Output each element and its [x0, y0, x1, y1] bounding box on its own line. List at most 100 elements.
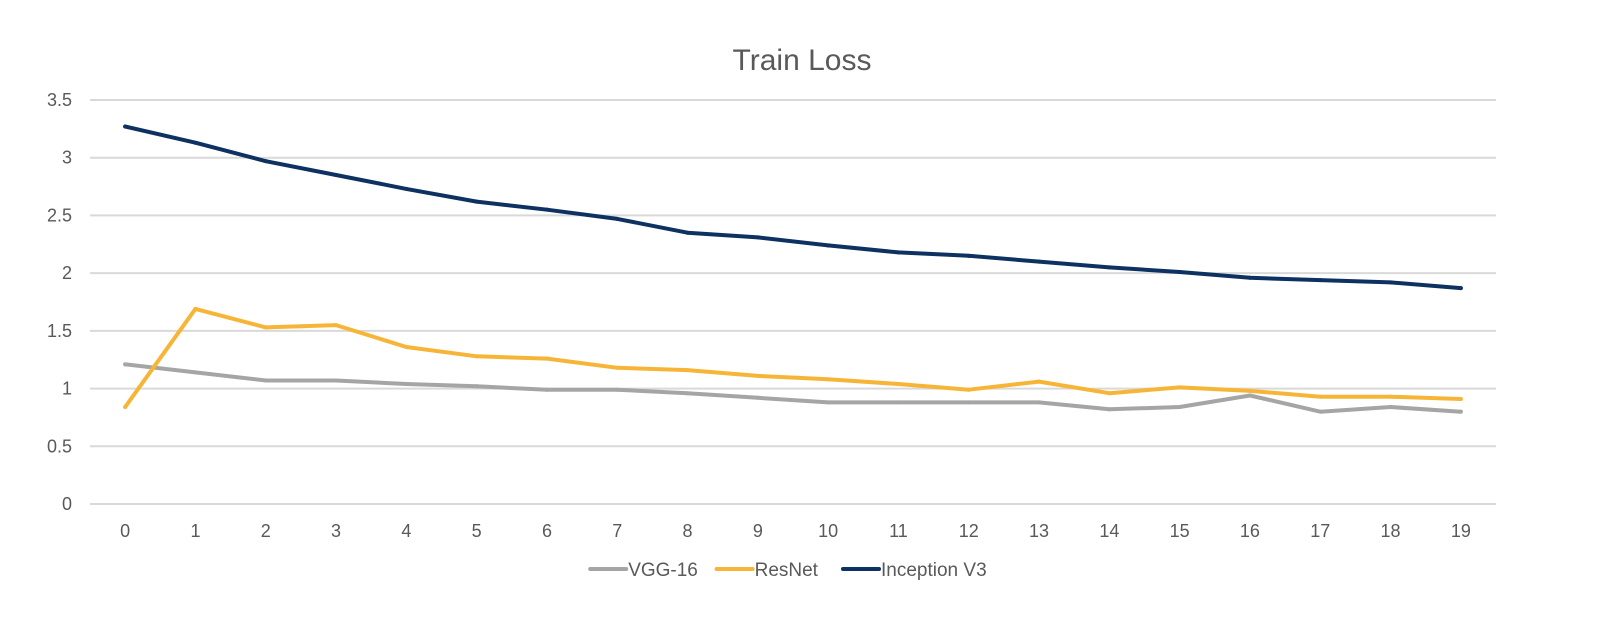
data-point — [193, 140, 198, 145]
data-point — [1247, 393, 1252, 398]
data-point — [1458, 409, 1463, 414]
legend-item: ResNet — [714, 560, 819, 581]
x-tick-label: 19 — [1451, 521, 1471, 541]
data-point — [615, 387, 620, 392]
data-point — [826, 400, 831, 405]
series-inception-v3 — [123, 124, 1463, 291]
chart-title: Train Loss — [733, 44, 872, 77]
data-point — [896, 381, 901, 386]
data-point — [685, 230, 690, 235]
data-point — [1388, 405, 1393, 410]
x-tick-label: 7 — [612, 521, 622, 541]
data-point — [193, 370, 198, 375]
data-point — [755, 395, 760, 400]
y-tick-label: 0 — [62, 494, 72, 514]
series-lines — [123, 124, 1463, 414]
legend-label: VGG-16 — [628, 560, 698, 581]
data-point — [404, 381, 409, 386]
series-line — [123, 362, 1463, 414]
y-tick-label: 3.5 — [47, 90, 72, 110]
x-tick-label: 10 — [818, 521, 838, 541]
data-point — [1388, 394, 1393, 399]
data-point — [1458, 286, 1463, 291]
data-point — [193, 306, 198, 311]
x-tick-label: 8 — [683, 521, 693, 541]
data-point — [474, 354, 479, 359]
data-point — [123, 405, 128, 410]
data-point — [896, 400, 901, 405]
y-axis: 0 0.5 1 1.5 2 2.5 3 3.5 — [47, 90, 72, 514]
y-tick-label: 1 — [62, 379, 72, 399]
data-point — [1177, 385, 1182, 390]
legend: VGG-16 ResNet Inception V3 — [588, 560, 987, 581]
x-tick-label: 17 — [1310, 521, 1330, 541]
data-point — [334, 378, 339, 383]
data-point — [615, 365, 620, 370]
data-point — [1037, 379, 1042, 384]
data-point — [1318, 278, 1323, 283]
data-point — [685, 391, 690, 396]
y-tick-label: 2 — [62, 263, 72, 283]
x-tick-label: 12 — [959, 521, 979, 541]
data-point — [1037, 400, 1042, 405]
data-point — [685, 368, 690, 373]
data-point — [1037, 259, 1042, 264]
data-point — [826, 243, 831, 248]
x-tick-label: 0 — [120, 521, 130, 541]
data-point — [1177, 405, 1182, 410]
data-point — [1388, 280, 1393, 285]
data-point — [1107, 391, 1112, 396]
data-point — [544, 356, 549, 361]
x-tick-label: 6 — [542, 521, 552, 541]
data-point — [474, 199, 479, 204]
data-point — [966, 387, 971, 392]
y-tick-label: 3 — [62, 148, 72, 168]
x-tick-label: 1 — [190, 521, 200, 541]
x-tick-label: 13 — [1029, 521, 1049, 541]
data-point — [404, 345, 409, 350]
data-point — [755, 235, 760, 240]
data-point — [1107, 407, 1112, 412]
y-tick-label: 0.5 — [47, 436, 72, 456]
data-point — [755, 373, 760, 378]
data-point — [1318, 394, 1323, 399]
data-point — [615, 216, 620, 221]
x-tick-label: 3 — [331, 521, 341, 541]
series-line — [123, 124, 1463, 291]
y-tick-label: 2.5 — [47, 205, 72, 225]
data-point — [474, 384, 479, 389]
data-point — [1247, 388, 1252, 393]
x-tick-label: 2 — [261, 521, 271, 541]
data-point — [263, 159, 268, 164]
data-point — [123, 124, 128, 129]
y-tick-label: 1.5 — [47, 321, 72, 341]
x-tick-label: 15 — [1170, 521, 1190, 541]
data-point — [263, 325, 268, 330]
x-axis: 0 1 2 3 4 5 6 7 8 9 10 11 12 13 14 15 16 17 18 19 — [120, 521, 1471, 541]
data-point — [123, 362, 128, 367]
data-point — [544, 207, 549, 212]
x-tick-label: 9 — [753, 521, 763, 541]
x-tick-label: 18 — [1381, 521, 1401, 541]
x-tick-label: 16 — [1240, 521, 1260, 541]
series-vgg-16 — [123, 362, 1463, 414]
data-point — [826, 377, 831, 382]
data-point — [1177, 269, 1182, 274]
x-tick-label: 11 — [889, 521, 908, 541]
data-point — [1458, 396, 1463, 401]
data-point — [966, 400, 971, 405]
data-point — [544, 387, 549, 392]
data-point — [966, 253, 971, 258]
legend-item: VGG-16 — [588, 560, 698, 581]
x-tick-label: 5 — [472, 521, 482, 541]
data-point — [263, 378, 268, 383]
series-line — [123, 306, 1463, 409]
gridlines — [90, 99, 1496, 505]
legend-item: Inception V3 — [841, 560, 987, 581]
data-point — [404, 186, 409, 191]
data-point — [334, 323, 339, 328]
data-point — [1318, 409, 1323, 414]
legend-label: Inception V3 — [881, 560, 987, 581]
